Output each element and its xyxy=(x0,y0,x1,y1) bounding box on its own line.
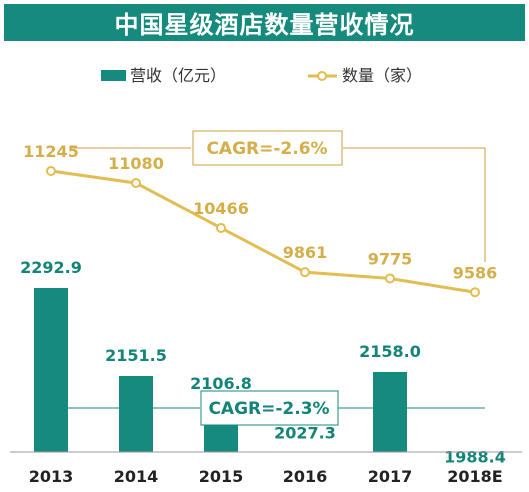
legend-bar-label: 营收（亿元） xyxy=(130,66,226,85)
x-tick-2015: 2015 xyxy=(199,467,244,486)
line-point-2017 xyxy=(385,273,395,284)
x-tick-2013: 2013 xyxy=(29,467,74,486)
line-label-2016: 9861 xyxy=(283,243,328,262)
cagr-bar-annotation: CAGR=-2.3% xyxy=(200,390,339,426)
cagr-line-text: CAGR=-2.6% xyxy=(206,139,327,159)
bar-label-2017: 2158.0 xyxy=(359,342,421,361)
x-tick-2016: 2016 xyxy=(283,467,328,486)
bar-2017 xyxy=(373,371,407,452)
bar-label-2014: 2151.5 xyxy=(105,346,167,365)
title-bar: 中国星级酒店数量营收情况 xyxy=(4,4,525,41)
line-point-2016 xyxy=(300,267,310,278)
cagr-line-annotation: CAGR=-2.6% xyxy=(192,130,343,166)
line-label-2013: 11245 xyxy=(23,142,79,161)
x-tick-2018E: 2018E xyxy=(447,467,502,486)
cagr-line-bracket xyxy=(70,147,486,262)
cagr-bar-text: CAGR=-2.3% xyxy=(208,399,329,419)
x-tick-2017: 2017 xyxy=(368,467,413,486)
bar-label-2015: 2106.8 xyxy=(190,374,252,393)
line-point-2018E xyxy=(470,287,480,298)
chart-title: 中国星级酒店数量营收情况 xyxy=(114,11,415,39)
bar-2014 xyxy=(119,376,153,452)
legend-line-label: 数量（家） xyxy=(342,66,422,85)
bar-label-2016: 2027.3 xyxy=(274,423,336,442)
line-label-2015: 10466 xyxy=(193,199,249,218)
bar-label-2013: 2292.9 xyxy=(20,258,82,277)
line-series xyxy=(50,169,476,294)
bar-2013 xyxy=(34,288,68,452)
line-point-2015 xyxy=(216,222,226,233)
line-label-2017: 9775 xyxy=(368,249,413,268)
legend-line-marker xyxy=(317,71,327,81)
legend-bar-swatch xyxy=(101,70,126,81)
line-label-2014: 11080 xyxy=(108,154,164,173)
x-tick-2014: 2014 xyxy=(114,467,159,486)
line-point-2013 xyxy=(46,166,56,176)
line-label-2018E: 9586 xyxy=(453,263,498,282)
bar-label-2018E: 1988.4 xyxy=(444,448,506,467)
line-point-2014 xyxy=(131,178,141,189)
